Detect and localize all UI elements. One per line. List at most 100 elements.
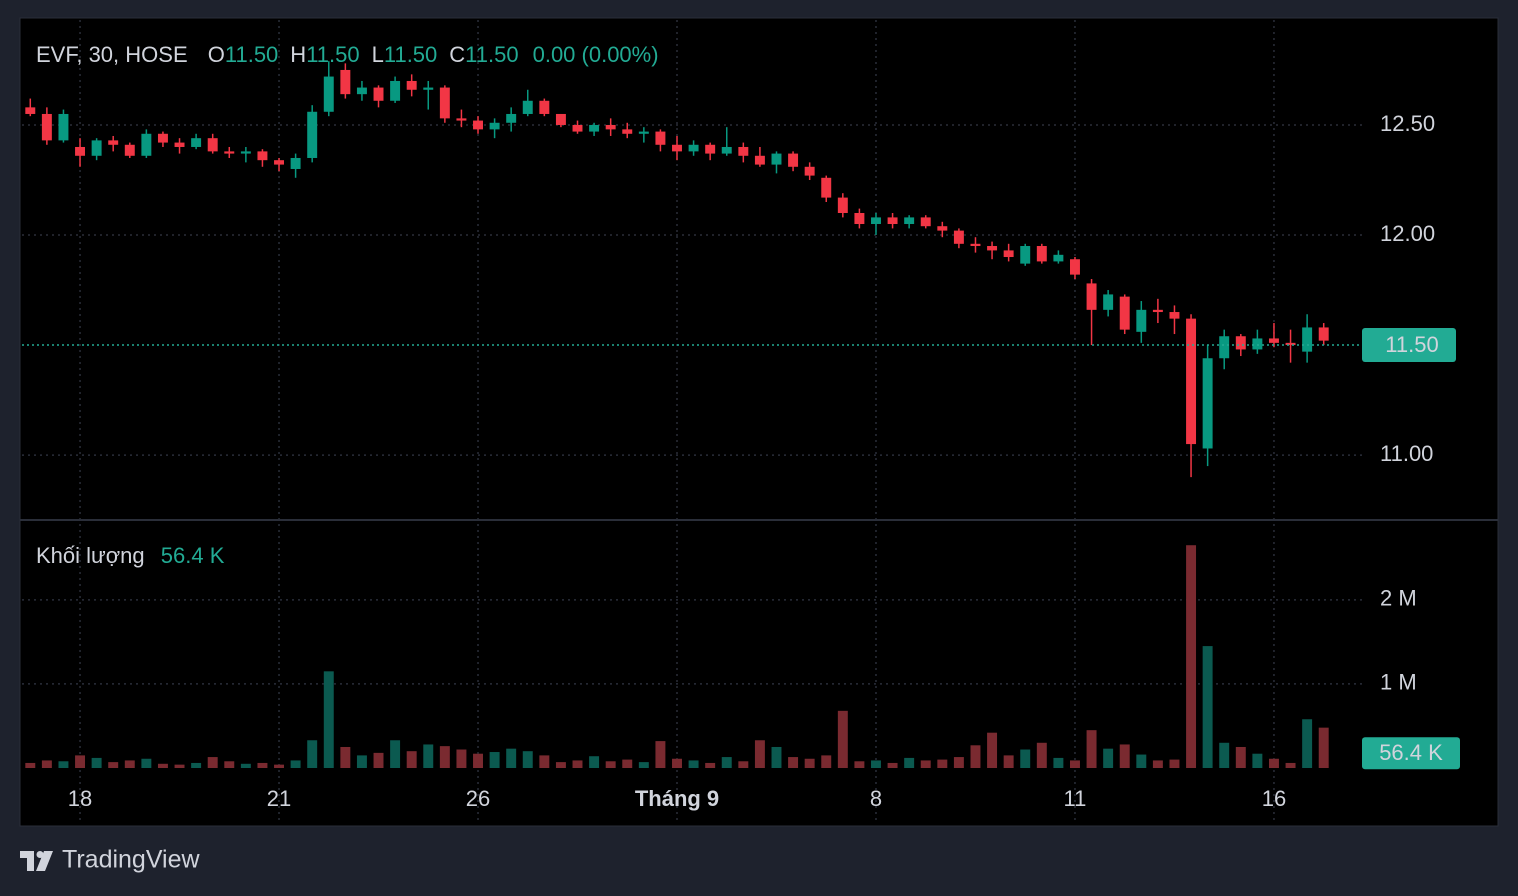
x-tick-label: 16 (1262, 786, 1286, 811)
candle-body (1302, 327, 1313, 352)
x-tick-label: 8 (870, 786, 882, 811)
candle-body (1036, 246, 1047, 262)
candle-body (1252, 338, 1263, 350)
candle-body (456, 118, 467, 121)
candle-body (489, 122, 500, 130)
candle-body (622, 129, 633, 134)
volume-bar (390, 740, 401, 768)
volume-bar (854, 761, 865, 768)
ohlc-legend: EVF, 30, HOSE O11.50 H11.50 L11.50 C11.50 0.… (36, 42, 659, 67)
volume-bar (1053, 757, 1064, 768)
candle-body (672, 144, 682, 152)
volume-bar (804, 758, 815, 768)
ohlc-value: 11.50 (384, 42, 437, 67)
candle-body (124, 144, 135, 156)
candle-body (589, 124, 600, 132)
volume-bar (705, 762, 716, 768)
candle-body (1318, 327, 1329, 341)
volume-bar (191, 762, 202, 768)
ohlc-key: H (290, 42, 306, 67)
candle-body (207, 138, 218, 152)
volume-bar (887, 762, 898, 768)
symbol: EVF, 30, HOSE (36, 42, 188, 67)
volume-bar (456, 749, 467, 768)
volume-bar (157, 763, 168, 768)
candle-body (987, 246, 998, 251)
volume-bar (406, 751, 417, 768)
brand: TradingView (62, 846, 201, 874)
volume-bar (672, 758, 682, 768)
volume-legend: Khối lượng 56.4 K (36, 543, 225, 568)
volume-bar (174, 764, 185, 768)
candle-body (1136, 309, 1147, 332)
volume-bar (25, 762, 36, 768)
candle-body (58, 113, 69, 141)
candle-body (439, 87, 450, 119)
volume-bar (1119, 744, 1130, 768)
volume-bar (788, 757, 799, 768)
candle-body (788, 153, 799, 167)
volume-last-box (1362, 737, 1460, 770)
candle-body (191, 138, 202, 147)
volume-bar (920, 760, 931, 768)
candle-body (257, 151, 268, 161)
volume-bar (721, 757, 732, 768)
last-price-box (1362, 328, 1456, 363)
x-tick-label: 21 (267, 786, 291, 811)
volume-bar (970, 745, 981, 768)
volume-bar (1252, 753, 1263, 768)
volume-bar (1020, 749, 1031, 768)
volume-bar (373, 752, 384, 768)
plot-layer: 18 21 26 Tháng 9 8 11 16 11.00 12.00 12.50 1 M 2 M 1… (22, 20, 1460, 824)
volume-bar (489, 752, 500, 768)
y-tick-label: 11.00 (1380, 441, 1433, 466)
candle-body (555, 113, 566, 125)
candle-body (1070, 259, 1080, 275)
volume-bar (1186, 545, 1197, 768)
candle-body (240, 151, 251, 154)
volume-bar (738, 761, 749, 768)
volume-bar (240, 763, 251, 768)
volume-bar (522, 751, 533, 768)
volume-bar (141, 758, 152, 768)
change: 0.00 (0.00%) (533, 42, 659, 67)
volume-bar (821, 755, 832, 768)
volume-tick-label: 1 M (1380, 670, 1417, 695)
volume-value: 56.4 K (161, 543, 225, 568)
candle-body (406, 80, 417, 90)
volume-bar (622, 759, 633, 768)
candle-body (390, 80, 401, 101)
chart-frame (19, 17, 1499, 827)
candle-body (1235, 336, 1246, 350)
volume-bar (589, 756, 600, 768)
candle-body (970, 243, 981, 247)
volume-bar (1036, 742, 1047, 768)
candle-body (1285, 342, 1296, 346)
volume-bar (1235, 746, 1246, 768)
candle-body (837, 197, 848, 214)
candle-body (290, 157, 301, 169)
volume-bar (1302, 719, 1313, 768)
ohlc-value: 11.50 (225, 42, 278, 67)
candle-body (887, 217, 898, 225)
volume-bar (1202, 646, 1213, 768)
volume-bar (1318, 727, 1329, 768)
candle-body (157, 133, 168, 143)
volume-bar (506, 748, 517, 768)
candle-body (1186, 318, 1197, 445)
volume-title: Khối lượng (36, 543, 145, 568)
volume-bar (904, 757, 915, 768)
volume-bar (91, 757, 102, 768)
volume-bar (224, 761, 235, 768)
candle-body (738, 146, 749, 156)
candle-body (1169, 312, 1180, 319)
volume-bar (655, 741, 666, 768)
candle-body (307, 111, 318, 158)
candle-body (1219, 336, 1230, 359)
volume-bar (423, 744, 434, 768)
volume-bar (1086, 730, 1097, 768)
y-tick-label: 12.50 (1380, 111, 1435, 136)
candle-body (854, 213, 865, 225)
x-tick-label: 18 (68, 786, 92, 811)
candle-body (804, 166, 815, 176)
